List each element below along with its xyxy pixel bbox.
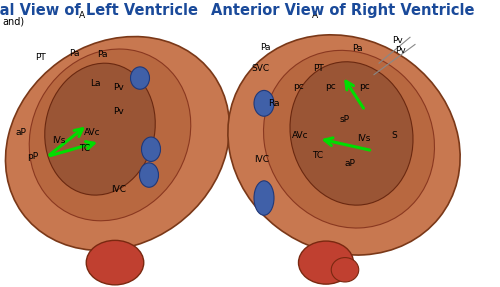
Ellipse shape [298, 241, 354, 284]
Ellipse shape [130, 67, 150, 89]
Text: Pa: Pa [69, 49, 79, 58]
Ellipse shape [331, 258, 359, 282]
Text: PT: PT [36, 53, 46, 62]
Text: TC: TC [80, 144, 90, 153]
Text: S: S [391, 131, 397, 140]
Ellipse shape [44, 63, 156, 195]
Text: IVC: IVC [254, 155, 269, 164]
Ellipse shape [6, 36, 230, 251]
Text: IVC: IVC [111, 185, 126, 194]
Text: sP: sP [340, 115, 350, 124]
Text: aP: aP [16, 127, 26, 137]
Text: Pa: Pa [260, 43, 270, 52]
Ellipse shape [264, 51, 434, 228]
Text: aP: aP [344, 159, 356, 168]
Ellipse shape [254, 181, 274, 215]
Ellipse shape [140, 163, 158, 187]
Text: TC: TC [312, 151, 323, 160]
Text: Pv: Pv [392, 36, 403, 45]
Text: AVc: AVc [292, 131, 308, 140]
Text: pc: pc [360, 82, 370, 91]
Ellipse shape [86, 241, 144, 285]
Text: SVC: SVC [251, 64, 269, 73]
Ellipse shape [142, 137, 161, 161]
Text: IVs: IVs [52, 135, 66, 145]
Text: Ra: Ra [268, 99, 280, 108]
Text: Pa: Pa [352, 44, 363, 53]
Text: pc: pc [324, 82, 336, 91]
Ellipse shape [228, 35, 460, 255]
Ellipse shape [290, 62, 413, 205]
Ellipse shape [29, 49, 191, 221]
Text: A: A [78, 11, 84, 20]
Text: Lateral View of Left Ventricle: Lateral View of Left Ventricle [0, 3, 198, 18]
Text: Anterior View of Right Ventricle: Anterior View of Right Ventricle [211, 3, 474, 18]
Text: IVs: IVs [358, 134, 370, 143]
Text: Pa: Pa [97, 50, 108, 59]
Text: Pv: Pv [114, 107, 124, 117]
Text: pP: pP [27, 152, 38, 161]
Text: A: A [312, 11, 318, 20]
Text: AVc: AVc [84, 128, 101, 137]
Text: PT: PT [314, 64, 324, 73]
Text: Pv: Pv [394, 46, 406, 55]
Text: Pv: Pv [114, 83, 124, 92]
Text: pc: pc [294, 82, 304, 91]
Text: and): and) [2, 17, 25, 26]
Text: La: La [90, 79, 100, 88]
Ellipse shape [254, 90, 274, 116]
